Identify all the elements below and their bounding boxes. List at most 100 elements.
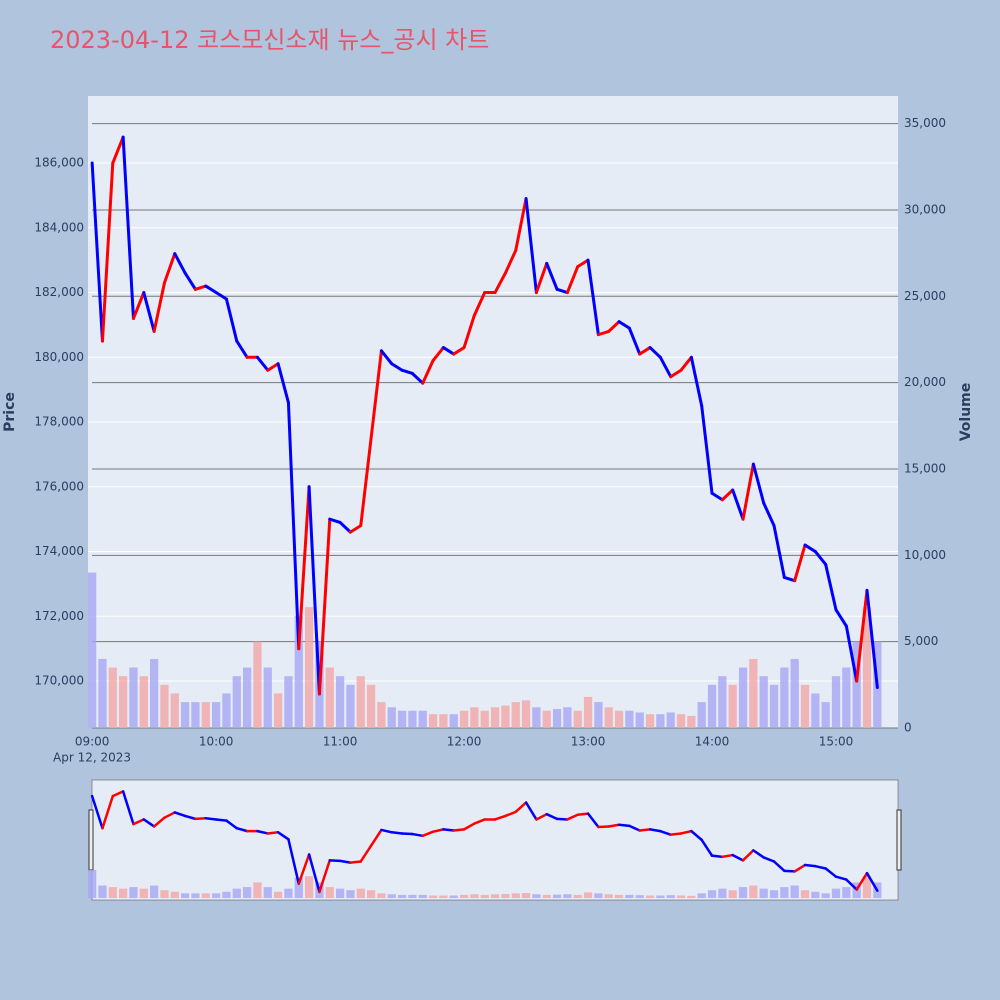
price-segment: [772, 524, 786, 579]
price-segment: [855, 588, 869, 683]
volume-bar: [242, 667, 252, 728]
slider-price-segment: [369, 828, 383, 847]
slider-price-segment: [349, 860, 363, 864]
price-segment: [741, 462, 755, 521]
price-segment: [669, 368, 683, 379]
volume-bar: [263, 667, 272, 728]
slider-volume-bar: [294, 877, 303, 898]
range-handle[interactable]: [896, 809, 902, 871]
x-tick-label: 09:00: [75, 735, 110, 749]
volume-bar: [511, 702, 520, 728]
volume-bar: [480, 710, 489, 728]
price-segment: [400, 368, 414, 375]
slider-price-segment: [783, 869, 796, 873]
volume-bar: [459, 710, 469, 728]
volume-bar: [749, 658, 758, 728]
slider-volume-bar: [470, 894, 479, 898]
volume-bar: [253, 641, 262, 728]
slider-price-segment: [473, 818, 486, 825]
x-date-label: Apr 12, 2023: [53, 751, 131, 765]
volume-bar: [842, 667, 851, 728]
price-segment: [793, 543, 807, 583]
volume-bar: [387, 707, 396, 728]
x-tick-label: 14:00: [695, 735, 730, 749]
slider-price-segment: [111, 790, 125, 798]
price-segment: [266, 362, 280, 372]
slider-price-segment: [163, 811, 177, 819]
slider-volume-bar: [273, 891, 283, 898]
slider-volume-bar: [769, 890, 779, 898]
plot-area: [88, 96, 898, 728]
volume-bar: [346, 684, 355, 728]
volume-bar: [139, 676, 148, 728]
slider-price-segment: [700, 838, 714, 857]
slider-volume-bar: [645, 895, 655, 898]
slider-volume-bar: [511, 893, 520, 898]
volume-bar: [614, 710, 624, 728]
slider-volume-bar: [418, 894, 427, 898]
slider-price-segment: [597, 825, 610, 829]
slider-volume-bar: [862, 876, 872, 898]
slider-price-segment: [297, 853, 311, 885]
slider-volume-bar: [356, 888, 365, 898]
y2-tick-label: 20,000: [904, 375, 946, 389]
volume-bar: [356, 676, 365, 728]
slider-volume-bar: [759, 888, 768, 898]
y2-axis-title: Volume: [958, 383, 974, 442]
slider-volume-bar: [242, 887, 252, 898]
slider-price-segment: [121, 790, 135, 826]
slider-volume-bar: [687, 895, 696, 898]
volume-bar: [408, 710, 417, 728]
volume-bar: [676, 714, 686, 728]
price-segment: [638, 346, 652, 356]
volume-bar: [108, 667, 117, 728]
volume-bar: [160, 684, 169, 728]
price-segment: [297, 485, 311, 651]
price-segment: [348, 524, 363, 534]
slider-volume-bar: [552, 894, 562, 898]
price-segment: [731, 488, 745, 521]
slider-price-segment: [452, 828, 466, 832]
slider-volume-bar: [666, 895, 675, 898]
price-segment: [534, 261, 549, 295]
volume-bar: [604, 707, 613, 728]
price-segment: [834, 608, 848, 628]
price-segment: [193, 284, 208, 291]
volume-bar: [769, 684, 779, 728]
volume-bar: [273, 693, 283, 728]
price-segment: [286, 401, 301, 651]
slider-volume-bar: [697, 893, 706, 898]
volume-bar: [335, 676, 345, 728]
y-tick-label: 182,000: [34, 285, 84, 299]
slider-price-segment: [287, 838, 301, 885]
volume-bar: [521, 700, 531, 728]
price-segment: [255, 355, 270, 372]
slider-volume-bar: [604, 894, 613, 898]
y-axis-title: Price: [2, 392, 18, 432]
volume-bar: [656, 714, 665, 728]
slider-price-segment: [442, 828, 455, 832]
x-tick-label: 10:00: [199, 735, 234, 749]
slider-price-segment: [390, 831, 404, 835]
y-tick-label: 184,000: [34, 220, 84, 234]
slider-volume-bar: [459, 894, 469, 898]
slider-volume-bar: [542, 894, 551, 898]
volume-bar: [222, 693, 231, 728]
price-segment: [762, 501, 776, 528]
slider-price-segment: [90, 794, 104, 830]
slider-price-segment: [183, 814, 197, 821]
slider-price-segment: [307, 853, 321, 894]
x-tick-label: 15:00: [819, 735, 854, 749]
volume-bar: [149, 658, 159, 728]
volume-bar: [594, 702, 603, 728]
slider-volume-bar: [284, 888, 293, 898]
slider-volume-bar: [170, 891, 179, 898]
price-segment: [514, 197, 528, 252]
range-handle[interactable]: [88, 809, 94, 871]
price-segment: [142, 291, 156, 333]
range-slider[interactable]: [91, 779, 899, 901]
price-segment: [844, 624, 859, 683]
volume-bar: [790, 658, 799, 728]
slider-price-segment: [814, 864, 827, 870]
